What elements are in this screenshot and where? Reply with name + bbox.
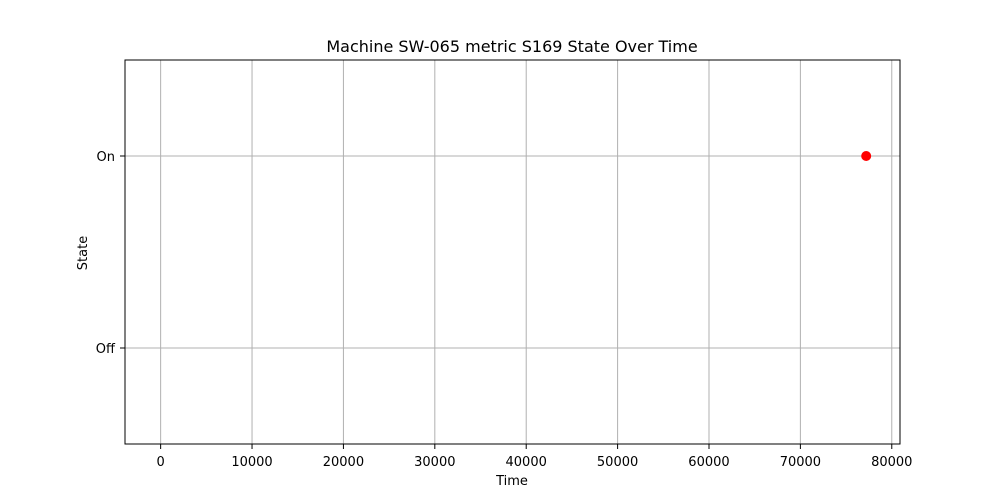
x-tick-label: 30000 [414,455,455,470]
data-points [861,151,872,161]
x-tick-label: 80000 [871,455,912,470]
plot-frame [124,59,901,445]
x-tick-label: 10000 [231,455,272,470]
y-axis-label: State [76,236,91,270]
x-tick-label: 40000 [506,455,547,470]
y-tick-label: Off [96,342,116,357]
x-tick-label: 50000 [597,455,638,470]
grid [125,60,900,444]
x-axis-label: Time [495,474,528,489]
data-point [861,151,872,161]
x-tick-label: 0 [157,455,165,470]
chart-title: Machine SW-065 metric S169 State Over Ti… [326,37,697,56]
axes: 0 10000 20000 30000 40000 50000 60000 70000 8000… [96,59,912,470]
x-tick-label: 60000 [688,455,729,470]
y-tick-label: On [97,150,115,165]
x-tick-label: 20000 [323,455,364,470]
x-tick-label: 70000 [780,455,821,470]
